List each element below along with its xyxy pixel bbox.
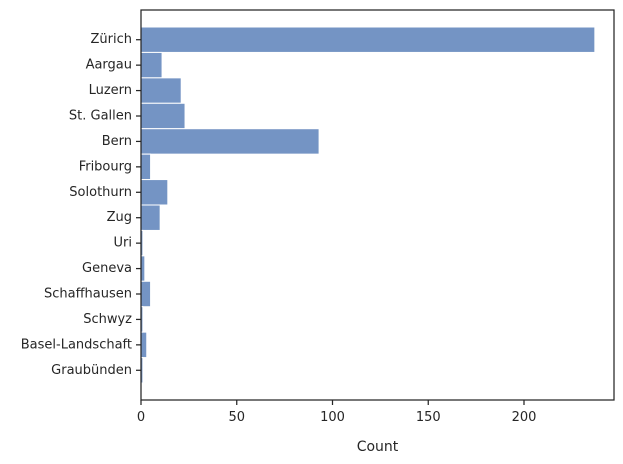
bar-5 <box>140 153 152 181</box>
y-tick-label-6: Solothurn <box>69 185 132 200</box>
y-tick-label-10: Schaffhausen <box>44 287 132 302</box>
bars-group <box>140 26 596 384</box>
x-tick-label-4: 200 <box>512 410 537 425</box>
bar-4 <box>140 128 320 155</box>
y-tick-label-7: Zug <box>107 210 132 225</box>
x-axis-title: Count <box>357 439 399 455</box>
y-tick-label-4: Bern <box>102 134 132 149</box>
x-tick-label-0: 0 <box>137 410 145 425</box>
bar-2 <box>140 77 182 104</box>
x-tick-label-1: 50 <box>228 410 245 425</box>
y-tick-label-11: Schwyz <box>83 312 132 327</box>
y-tick-label-9: Geneva <box>82 261 132 276</box>
bar-1 <box>140 51 163 79</box>
y-tick-label-13: Graubünden <box>51 363 132 378</box>
bar-0 <box>140 26 596 53</box>
y-tick-label-2: Luzern <box>89 83 132 98</box>
bar-7 <box>140 204 161 231</box>
x-axis: 0 50 100 150 200 <box>137 400 537 425</box>
y-tick-label-3: St. Gallen <box>69 109 132 124</box>
plot-frame <box>140 9 615 401</box>
x-tick-label-3: 150 <box>416 410 441 425</box>
y-tick-label-8: Uri <box>114 236 132 251</box>
y-axis: Zürich Aargau Luzern St. Gallen Bern Fribourg… <box>21 32 141 378</box>
y-tick-label-5: Fribourg <box>79 159 132 174</box>
y-tick-label-12: Basel-Landschaft <box>21 337 132 352</box>
bar-12 <box>140 331 148 359</box>
bar-3 <box>140 102 186 130</box>
x-tick-label-2: 100 <box>320 410 345 425</box>
bar-6 <box>140 179 169 206</box>
y-tick-label-1: Aargau <box>86 58 132 73</box>
y-tick-label-0: Zürich <box>91 32 133 47</box>
bar-10 <box>140 280 152 308</box>
